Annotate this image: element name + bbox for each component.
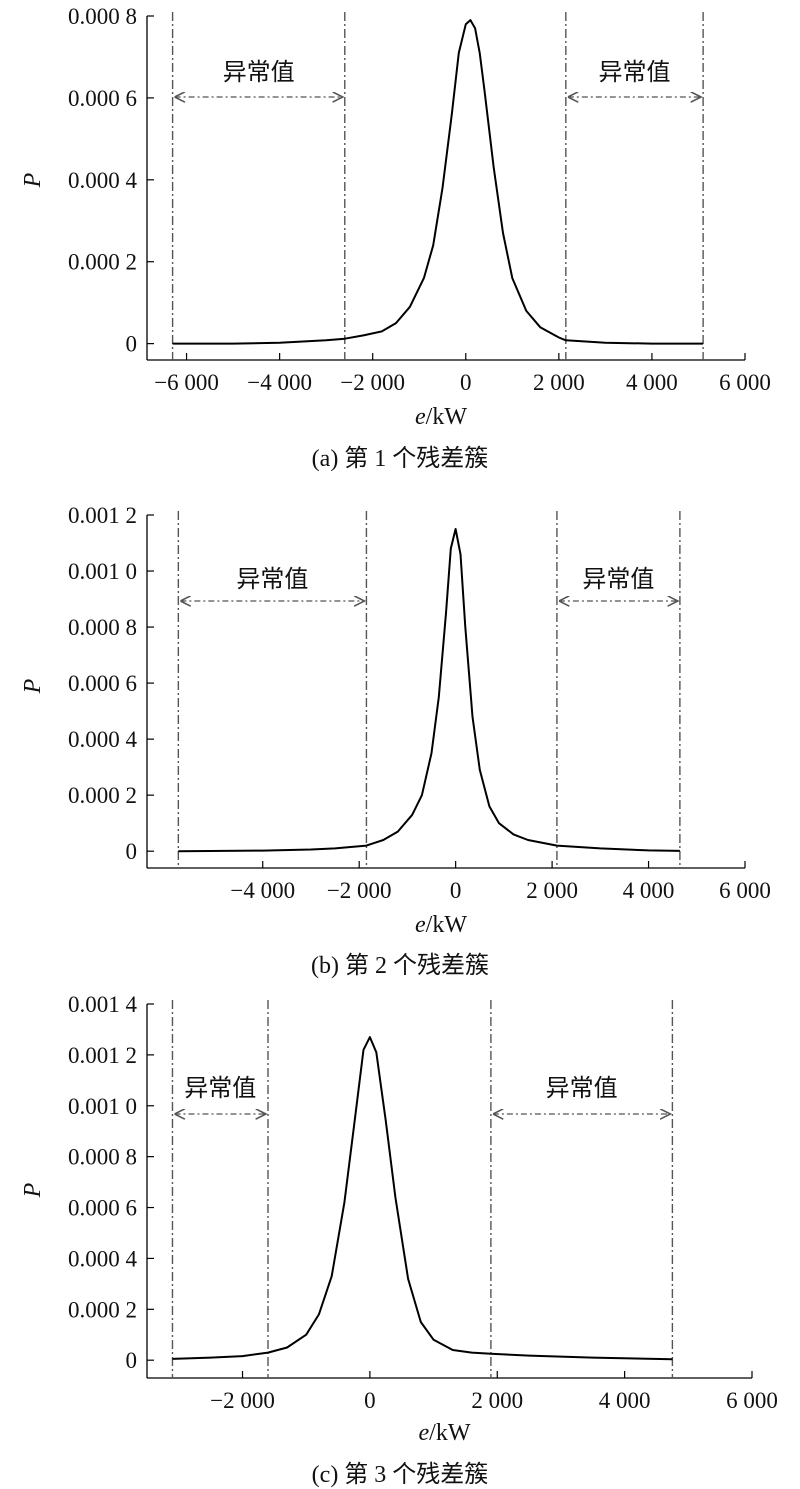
y-tick-label: 0.000 8 bbox=[68, 1145, 137, 1170]
outlier-label-right: 异常值 bbox=[598, 59, 670, 86]
caption-b: (b) 第 2 个残差簇 bbox=[311, 953, 489, 979]
x-tick-label: 6 000 bbox=[719, 370, 771, 395]
chart-a: 0 0.000 2 0.000 4 0.000 6 0.000 8 −6 000 −4 00… bbox=[20, 4, 771, 425]
y-tick-label: 0.001 4 bbox=[68, 992, 138, 1017]
chart-panel-a: 0 0.000 2 0.000 4 0.000 6 0.000 8 −6 000 −4 00… bbox=[0, 0, 800, 425]
chart-b: 0 0.000 2 0.000 4 0.000 6 0.000 8 0.001 0 0.00… bbox=[20, 503, 771, 936]
chart-c: 0 0.000 2 0.000 4 0.000 6 0.000 8 0.001 0 0.00… bbox=[20, 992, 778, 1446]
y-tick-label: 0.000 8 bbox=[68, 615, 137, 640]
density-curve bbox=[172, 1036, 673, 1361]
x-tick-label: 0 bbox=[450, 878, 462, 903]
y-axis-title: P bbox=[20, 172, 46, 188]
x-tick-label: −6 000 bbox=[154, 370, 219, 395]
y-tick-label: 0 bbox=[126, 839, 138, 864]
x-axis-title-unit: /kW bbox=[426, 912, 468, 936]
y-tick-label: 0.000 2 bbox=[68, 1297, 137, 1322]
y-axis-title: P bbox=[20, 678, 46, 694]
x-tick-label: −2 000 bbox=[210, 1388, 275, 1413]
density-curve bbox=[178, 528, 680, 853]
x-tick-label: 2 000 bbox=[526, 878, 578, 903]
y-axis-title: P bbox=[20, 1182, 46, 1198]
x-axis-title: e/kW bbox=[415, 404, 467, 425]
x-axis-title-var: e bbox=[419, 1420, 430, 1446]
outlier-label-left: 异常值 bbox=[184, 1075, 256, 1102]
x-tick-label: 0 bbox=[460, 370, 472, 395]
x-tick-label: 4 000 bbox=[599, 1388, 651, 1413]
outlier-label-left: 异常值 bbox=[223, 59, 295, 86]
y-tick-label: 0.000 4 bbox=[68, 168, 138, 193]
x-axis-title: e/kW bbox=[419, 1420, 471, 1446]
y-tick-label: 0.000 4 bbox=[68, 1246, 138, 1271]
x-tick-label: 2 000 bbox=[533, 370, 585, 395]
x-tick-label: −2 000 bbox=[327, 878, 392, 903]
x-tick-label: −4 000 bbox=[230, 878, 295, 903]
y-tick-label: 0.000 2 bbox=[68, 783, 137, 808]
caption-c: (c) 第 3 个残差簇 bbox=[311, 1462, 489, 1488]
y-tick-label: 0.001 0 bbox=[68, 1094, 137, 1119]
y-tick-label: 0.000 6 bbox=[68, 86, 137, 111]
x-axis-title-var: e bbox=[415, 912, 426, 936]
y-tick-label: 0.000 2 bbox=[68, 250, 137, 275]
y-tick-label: 0.001 2 bbox=[68, 1043, 137, 1068]
y-tick-label: 0.001 2 bbox=[68, 503, 137, 528]
x-tick-label: −2 000 bbox=[340, 370, 405, 395]
chart-panel-c: 0 0.000 2 0.000 4 0.000 6 0.000 8 0.001 0 0.00… bbox=[0, 990, 800, 1446]
x-axis-title-var: e bbox=[415, 404, 426, 425]
y-tick-label: 0.001 0 bbox=[68, 559, 137, 584]
x-axis-title: e/kW bbox=[415, 912, 467, 936]
x-tick-label: 4 000 bbox=[626, 370, 678, 395]
y-tick-label: 0.000 6 bbox=[68, 671, 137, 696]
outlier-label-right: 异常值 bbox=[582, 566, 654, 593]
outlier-label-left: 异常值 bbox=[236, 566, 308, 593]
y-tick-label: 0.000 6 bbox=[68, 1196, 137, 1221]
density-curve bbox=[172, 19, 704, 345]
outlier-label-right: 异常值 bbox=[546, 1075, 618, 1102]
x-tick-label: 2 000 bbox=[471, 1388, 523, 1413]
chart-panel-b: 0 0.000 2 0.000 4 0.000 6 0.000 8 0.001 0 0.00… bbox=[0, 496, 800, 936]
y-tick-label: 0 bbox=[126, 1348, 138, 1373]
x-tick-label: 6 000 bbox=[726, 1388, 778, 1413]
y-tick-label: 0.000 8 bbox=[68, 4, 137, 29]
y-tick-label: 0 bbox=[126, 332, 138, 357]
x-tick-label: −4 000 bbox=[247, 370, 312, 395]
caption-a: (a) 第 1 个残差簇 bbox=[311, 446, 489, 472]
x-axis-title-unit: /kW bbox=[429, 1420, 471, 1446]
y-tick-label: 0.000 4 bbox=[68, 727, 138, 752]
x-tick-label: 6 000 bbox=[719, 878, 771, 903]
x-axis-title-unit: /kW bbox=[426, 404, 468, 425]
x-tick-label: 4 000 bbox=[623, 878, 675, 903]
x-tick-label: 0 bbox=[364, 1388, 376, 1413]
